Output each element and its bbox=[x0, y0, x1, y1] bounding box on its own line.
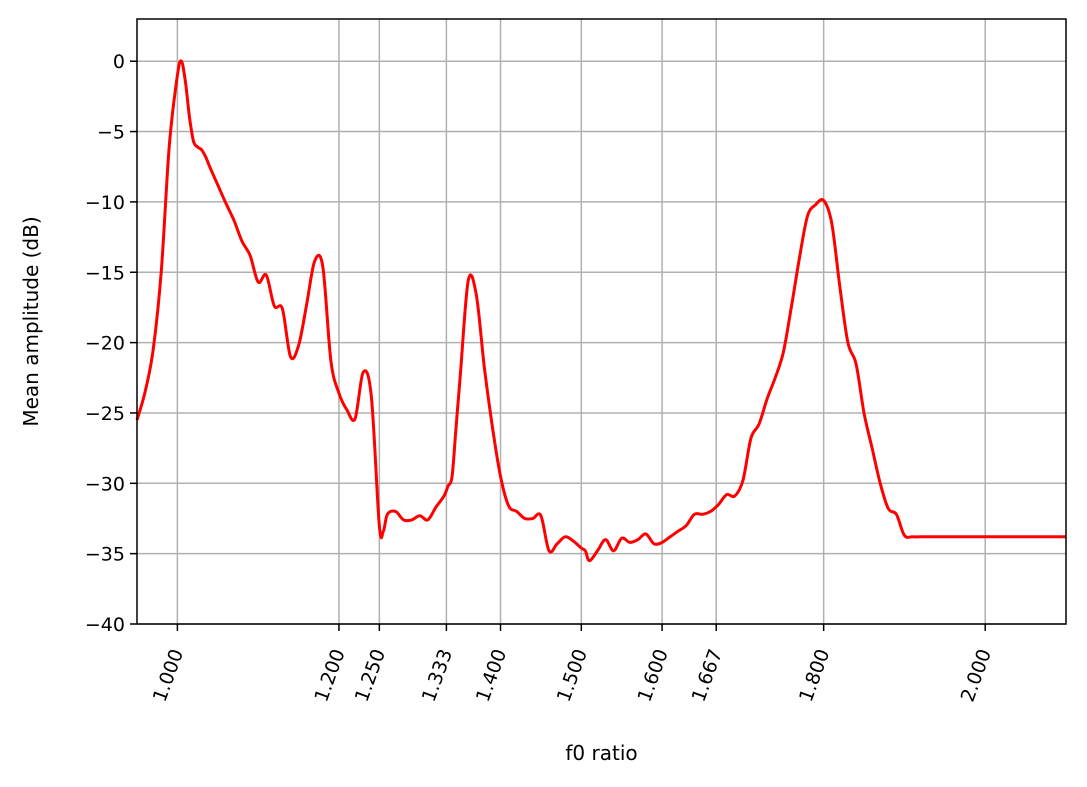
x-tick-label: 1.000 bbox=[149, 646, 188, 705]
y-axis-ticks: 0 −5 −10 −15 −20 −25 −30 −35 −40 bbox=[85, 51, 137, 636]
x-tick-label: 1.667 bbox=[688, 646, 727, 705]
plot-frame bbox=[136, 18, 1067, 625]
y-tick-label: −30 bbox=[85, 473, 125, 495]
y-tick-label: −40 bbox=[85, 614, 125, 636]
y-tick-label: 0 bbox=[113, 51, 125, 73]
x-tick-label: 1.500 bbox=[553, 646, 592, 705]
y-tick-label: −5 bbox=[97, 122, 125, 144]
y-axis-label: Mean amplitude (dB) bbox=[19, 216, 43, 426]
x-tick-label: 1.400 bbox=[472, 646, 511, 705]
x-tick-label: 2.000 bbox=[957, 646, 996, 705]
x-tick-label: 1.250 bbox=[351, 646, 390, 705]
x-axis-ticks: 1.000 1.200 1.250 1.333 1.400 1.500 1.600 1.667… bbox=[149, 624, 996, 705]
y-tick-label: −35 bbox=[85, 544, 125, 566]
x-tick-label: 1.200 bbox=[310, 646, 349, 705]
x-tick-label: 1.600 bbox=[634, 646, 673, 705]
y-tick-label: −15 bbox=[85, 262, 125, 284]
x-tick-label: 1.333 bbox=[418, 646, 457, 705]
y-tick-label: −10 bbox=[85, 192, 125, 214]
series-line bbox=[135, 59, 1066, 563]
x-tick-label: 1.800 bbox=[795, 646, 834, 705]
y-tick-label: −25 bbox=[85, 403, 125, 425]
y-tick-label: −20 bbox=[85, 333, 125, 355]
grid-lines bbox=[137, 19, 1066, 625]
x-axis-label: f0 ratio bbox=[565, 741, 637, 765]
